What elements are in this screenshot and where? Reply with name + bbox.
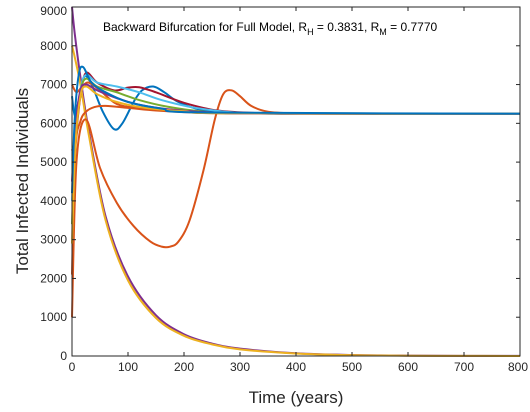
series-layer xyxy=(71,6,521,357)
x-tick-label-600: 600 xyxy=(398,360,418,374)
x-tick-label-700: 700 xyxy=(454,360,474,374)
x-tick-label-0: 0 xyxy=(69,360,76,374)
y-tick-label-4000: 4000 xyxy=(40,194,67,208)
ticks-layer: 0 100 200 300 400 500 600 700 800010002000300040… xyxy=(40,4,528,374)
x-tick-label-500: 500 xyxy=(342,360,362,374)
x-axis-label: Time (years) xyxy=(249,388,344,407)
x-tick-label-800: 800 xyxy=(508,360,528,374)
y-tick-label-2000: 2000 xyxy=(40,271,67,285)
y-tick-label-9000: 9000 xyxy=(40,4,67,18)
series-line-12 xyxy=(71,65,521,194)
y-tick-label-5000: 5000 xyxy=(40,155,67,169)
x-tick-label-300: 300 xyxy=(230,360,250,374)
y-tick-label-6000: 6000 xyxy=(40,116,67,130)
y-tick-label-3000: 3000 xyxy=(40,233,67,247)
y-tick-label-1000: 1000 xyxy=(40,310,67,324)
y-axis-label: Total Infected Individuals xyxy=(13,88,32,274)
x-tick-label-100: 100 xyxy=(118,360,138,374)
series-line-4 xyxy=(71,89,521,318)
y-tick-label-8000: 8000 xyxy=(40,39,67,53)
x-tick-label-200: 200 xyxy=(174,360,194,374)
chart-title: Backward Bifurcation for Full Model, RH … xyxy=(103,20,438,37)
x-tick-label-400: 400 xyxy=(286,360,306,374)
y-tick-label-0: 0 xyxy=(60,349,67,363)
y-tick-label-7000: 7000 xyxy=(40,78,67,92)
plot-background xyxy=(72,7,520,356)
